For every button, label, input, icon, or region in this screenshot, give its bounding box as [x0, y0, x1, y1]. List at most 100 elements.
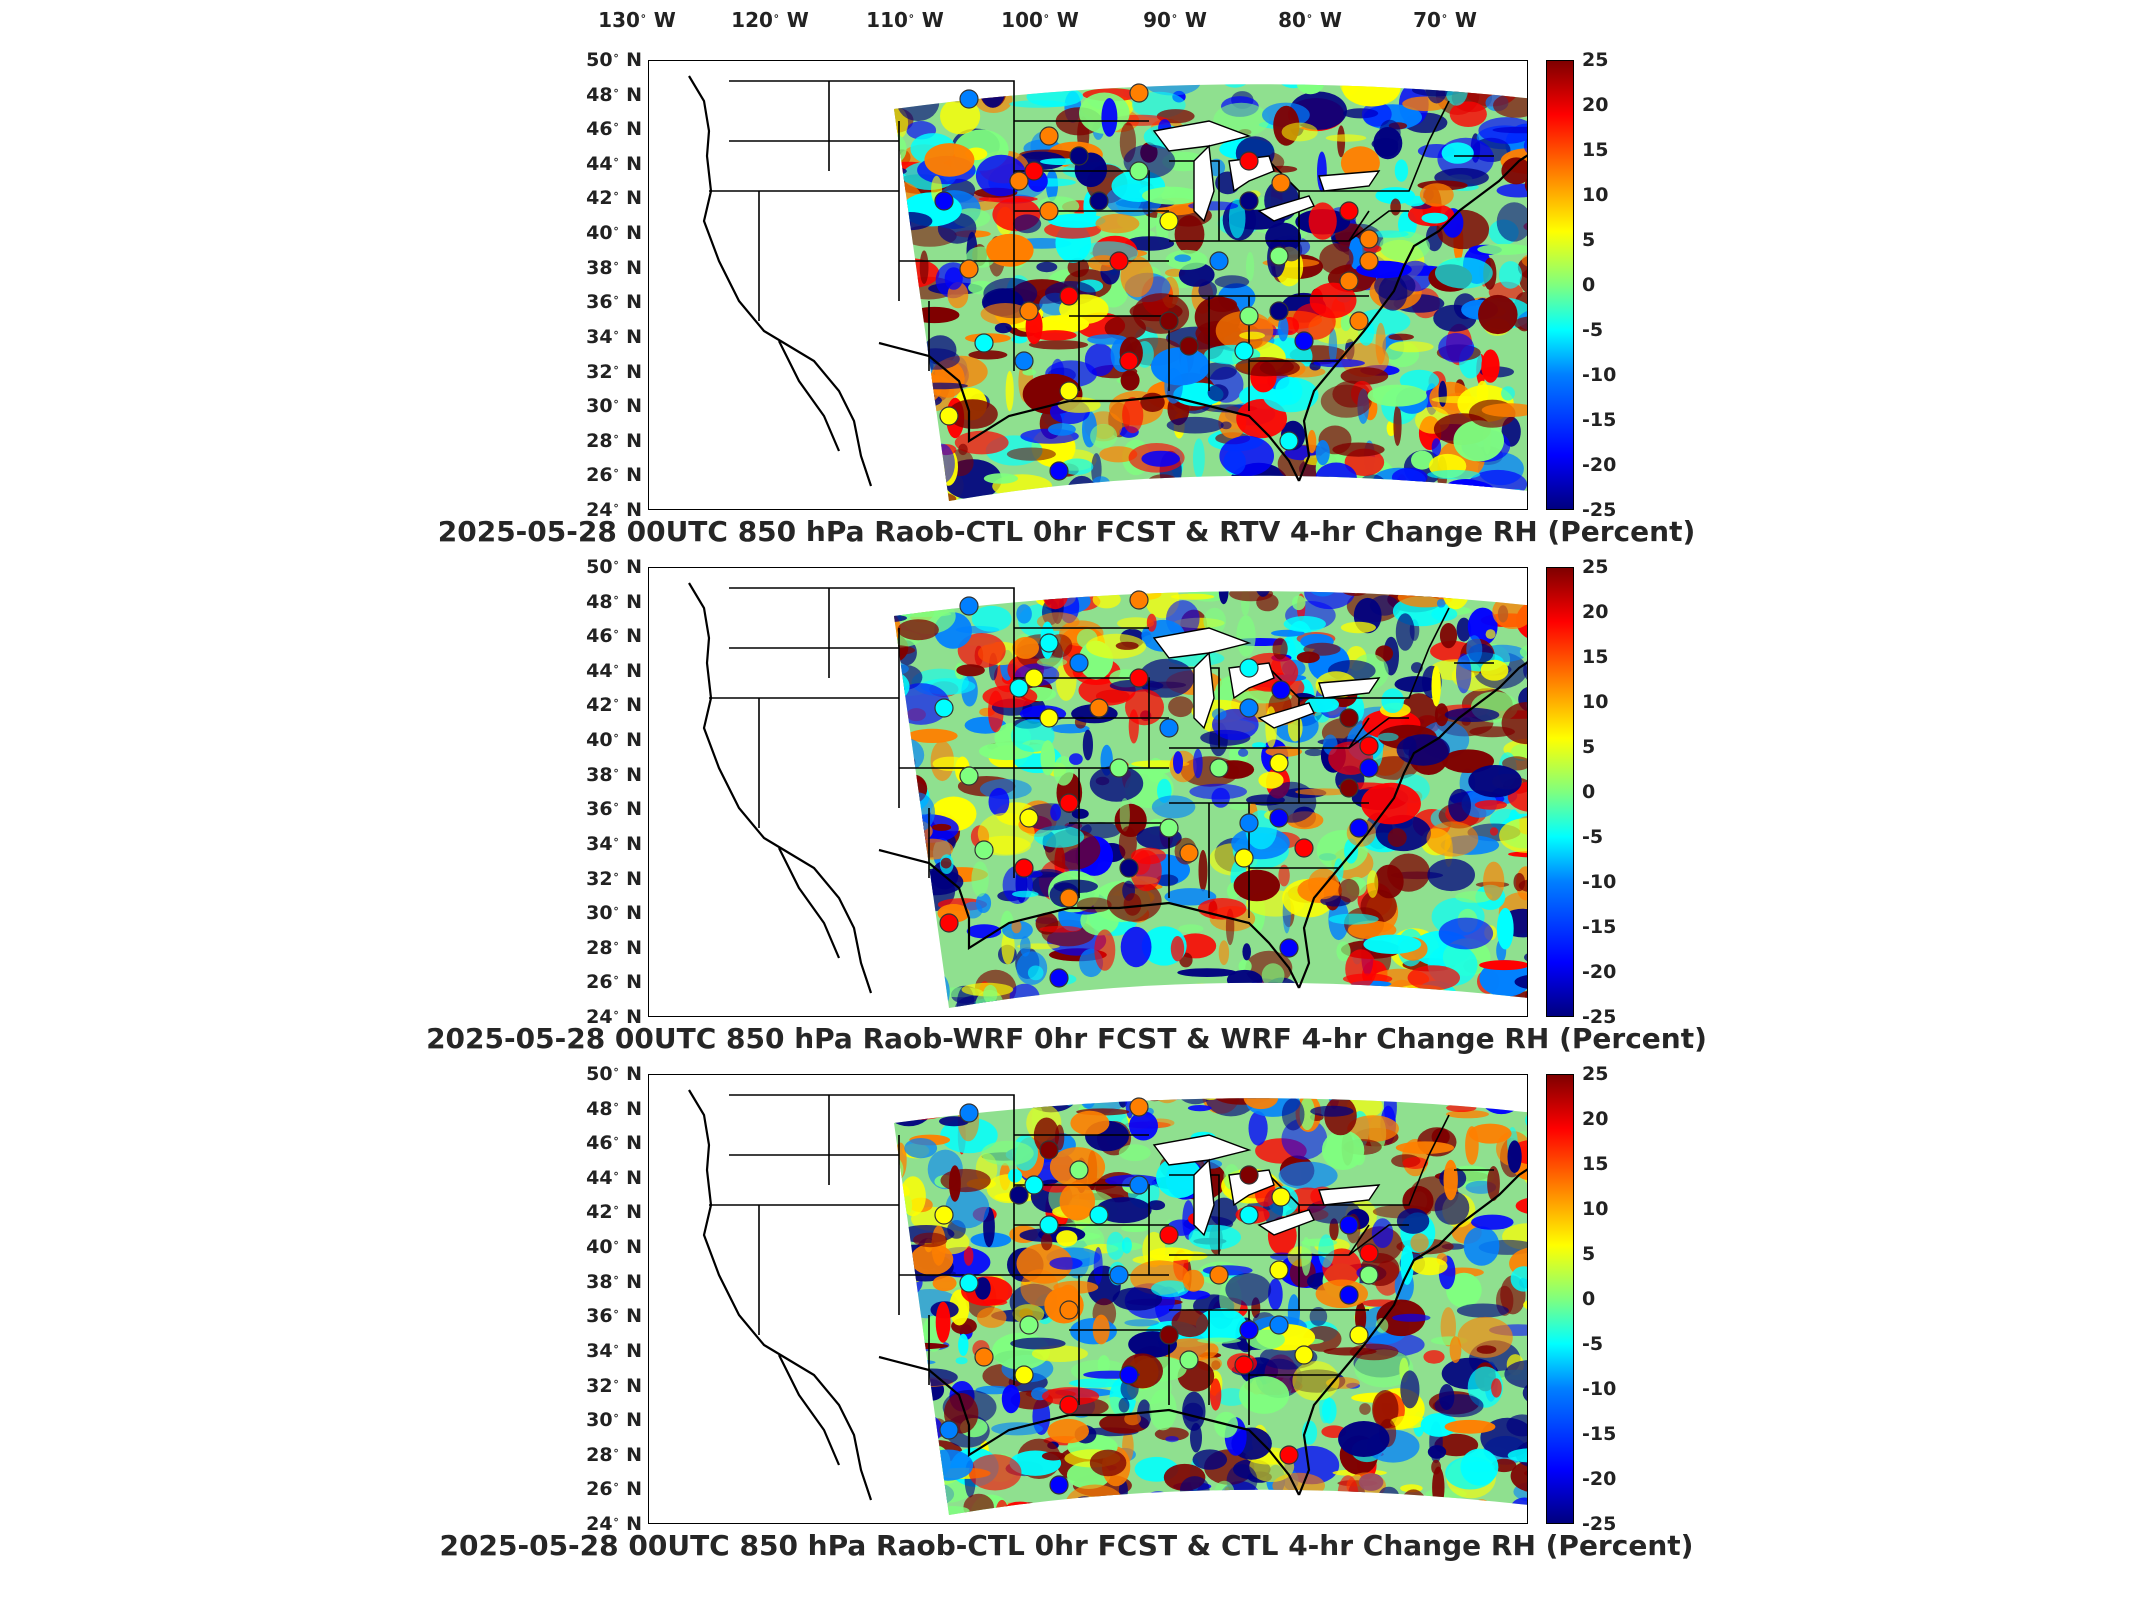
rh-field-patch	[1177, 968, 1237, 977]
raob-station-marker	[1279, 431, 1299, 451]
rh-field-patch	[894, 1476, 900, 1511]
rh-field-patch	[1118, 1397, 1130, 1413]
rh-field-patch	[1266, 1075, 1290, 1085]
rh-field-patch	[868, 211, 893, 239]
rh-field-patch	[1507, 1140, 1522, 1173]
raob-station-marker	[1129, 668, 1149, 688]
raob-station-marker	[1159, 1325, 1179, 1345]
rh-field-patch	[1287, 479, 1344, 502]
latitude-tick-label: 50∘ N	[586, 555, 642, 579]
rh-field-patch	[894, 1484, 901, 1516]
rh-field-patch	[918, 370, 930, 379]
raob-station-marker	[1109, 251, 1129, 271]
raob-station-marker	[1269, 1260, 1289, 1280]
rh-field-patch	[1207, 297, 1238, 312]
rh-field-patch	[894, 388, 923, 403]
raob-station-marker	[1159, 818, 1179, 838]
raob-station-marker	[1089, 1205, 1109, 1225]
rh-field-patch	[1443, 1159, 1458, 1201]
coastline	[688, 75, 873, 487]
rh-field-patch	[1180, 1476, 1210, 1504]
rh-field-patch	[1496, 183, 1527, 198]
colorbar-tick-label: 0	[1582, 274, 1596, 296]
state-line	[729, 1094, 1015, 1385]
rh-field-patch	[1390, 198, 1401, 216]
rh-field-patch	[894, 885, 925, 907]
rh-field-patch	[1428, 69, 1441, 75]
rh-field-patch	[1286, 999, 1311, 1009]
raob-station-marker	[1039, 126, 1059, 146]
rh-field-patch	[1444, 707, 1500, 722]
raob-station-marker	[1129, 1175, 1149, 1195]
rh-field-patch	[894, 1339, 916, 1360]
rh-field-patch	[1009, 100, 1067, 108]
raob-station-marker	[1069, 1160, 1089, 1180]
rh-field-patch	[1112, 1287, 1162, 1311]
rh-field-patch	[1093, 1247, 1103, 1285]
state-line	[1014, 170, 1150, 261]
great-lake	[1257, 702, 1315, 729]
rh-field-patch	[1360, 990, 1393, 1009]
raob-station-marker	[1039, 1140, 1059, 1160]
rh-field-patch	[1400, 1370, 1420, 1409]
rh-field-patch	[1466, 635, 1483, 664]
rh-field-patch	[1192, 1449, 1228, 1470]
rh-field-patch	[1036, 261, 1058, 273]
rh-field-patch	[1248, 1111, 1268, 1146]
latitude-tick-label: 42∘ N	[586, 187, 642, 210]
state-line	[1428, 100, 1450, 142]
raob-station-marker	[959, 259, 979, 279]
rh-field-patch	[1106, 1231, 1125, 1260]
rh-field-patch	[1092, 476, 1110, 491]
raob-station-marker	[1129, 161, 1149, 181]
rh-field-patch	[1340, 621, 1376, 634]
rh-field-patch	[1247, 480, 1290, 502]
rh-field-patch	[1509, 1098, 1519, 1108]
rh-field-patch	[1480, 65, 1529, 74]
rh-field-patch	[1480, 659, 1509, 681]
rh-field-patch	[966, 924, 1002, 939]
rh-field-patch	[1187, 1105, 1212, 1112]
raob-station-marker	[1239, 1165, 1259, 1185]
rh-field-patch	[1220, 1091, 1257, 1098]
raob-station-marker	[1239, 658, 1259, 678]
state-line	[1299, 647, 1430, 699]
rh-field-patch	[1468, 568, 1498, 585]
rh-field-patch	[1069, 753, 1083, 765]
raob-station-marker	[1294, 1345, 1314, 1365]
raob-station-marker	[1059, 286, 1079, 306]
great-lake	[1257, 1209, 1315, 1236]
map-frame	[648, 567, 1528, 1017]
rh-field-patch	[894, 980, 907, 1001]
rh-field-patch	[1442, 749, 1494, 773]
rh-field-patch	[1297, 1497, 1354, 1516]
rh-field-patch	[1393, 404, 1402, 446]
colorbar-tick-label: 15	[1582, 139, 1609, 161]
great-lake	[1152, 1134, 1252, 1166]
state-boundaries	[688, 582, 1527, 994]
rh-field-patch	[934, 1506, 970, 1516]
rh-field-patch	[985, 591, 999, 599]
raob-station-marker	[1339, 778, 1359, 798]
rh-field-patch	[952, 591, 1002, 596]
rh-field-patch	[1037, 84, 1053, 92]
rh-field-patch	[1340, 367, 1389, 385]
state-line	[1348, 1224, 1409, 1256]
rh-field-patch	[1144, 84, 1201, 96]
raob-station-marker	[1019, 1315, 1039, 1335]
rh-field-patch	[1402, 736, 1417, 756]
rh-field-patch	[1268, 1278, 1283, 1311]
rh-field-patch	[1485, 629, 1496, 639]
coastline	[778, 1354, 841, 1466]
rh-field-patch	[1449, 1336, 1462, 1363]
rh-field-patch	[1420, 1413, 1458, 1437]
rh-field-patch	[1445, 996, 1457, 1009]
rh-field-patch	[1022, 63, 1044, 72]
raob-station-marker	[1059, 793, 1079, 813]
rh-field-patch	[1427, 469, 1481, 480]
rh-field-patch	[1130, 850, 1162, 892]
raob-station-marker	[1024, 161, 1044, 181]
rh-field-patch	[894, 1279, 917, 1294]
rh-field-patch	[1299, 1098, 1315, 1131]
rh-field-patch	[894, 394, 915, 405]
